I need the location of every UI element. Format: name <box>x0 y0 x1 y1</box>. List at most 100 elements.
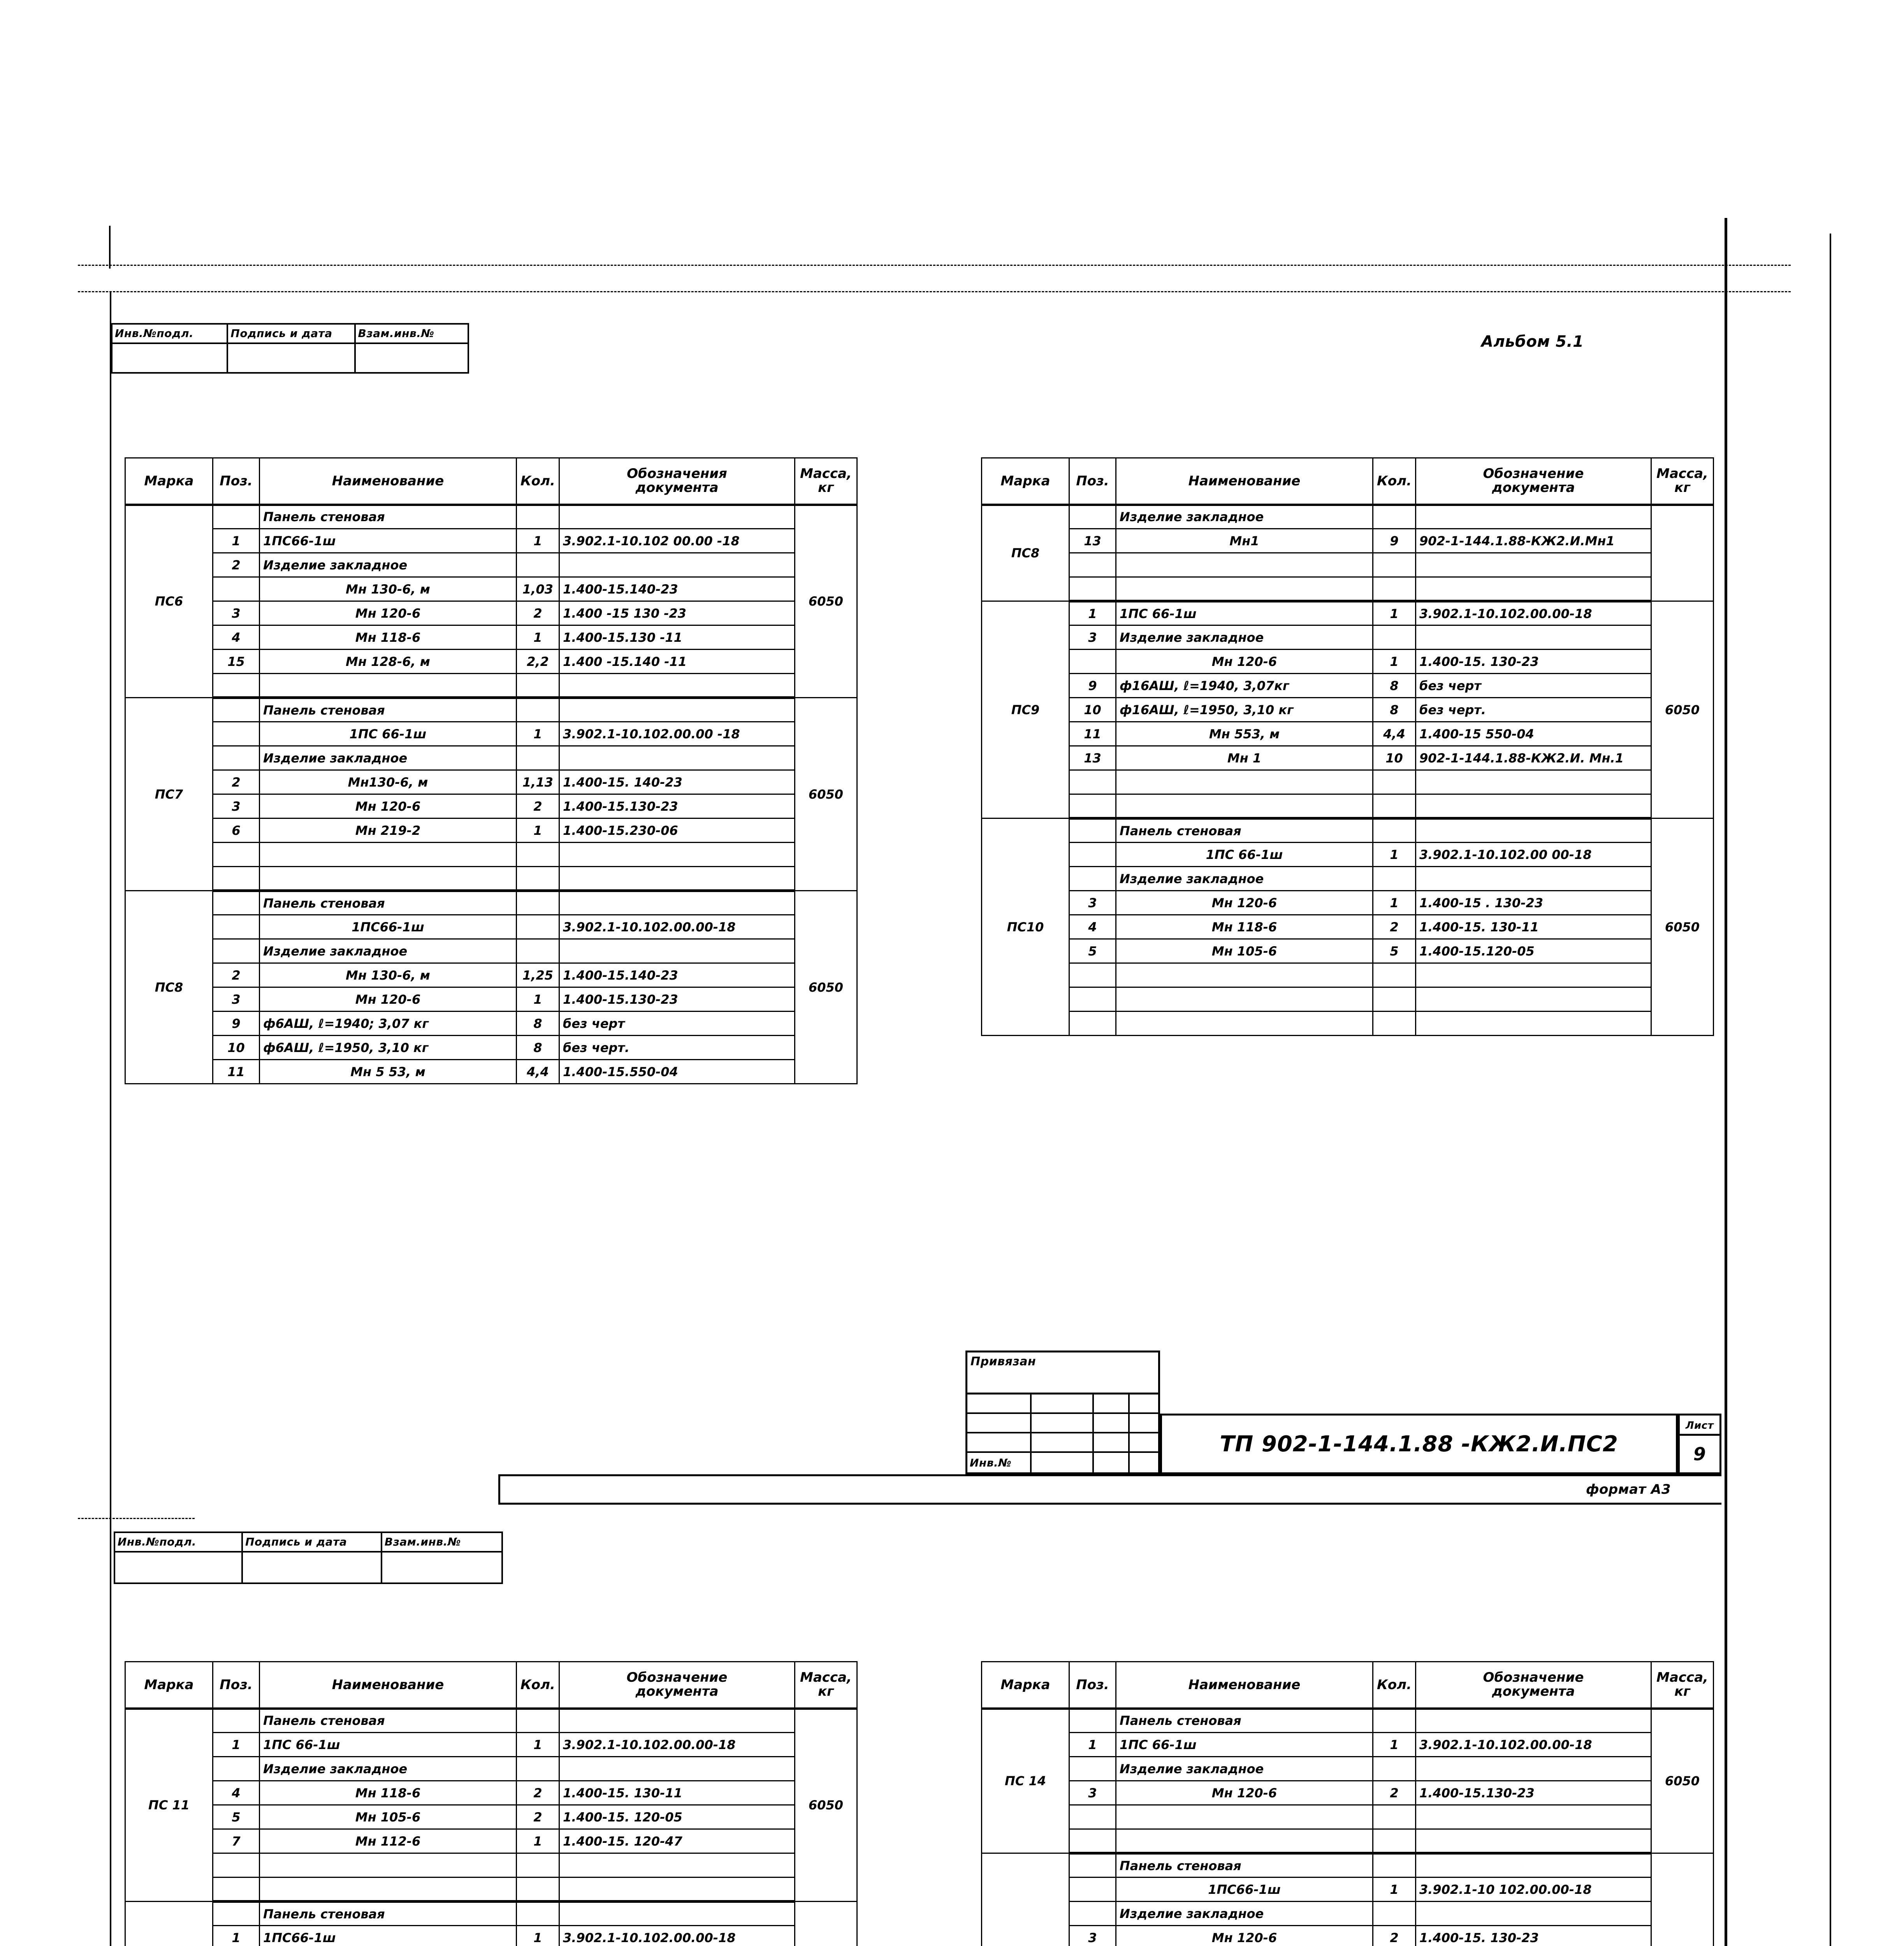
table-row: 3 Мн 120-6 2 1.400-15.130-23 <box>125 794 857 819</box>
th-name: Наименование <box>259 1661 517 1710</box>
stamp-cell[interactable] <box>1130 1453 1159 1472</box>
cell-doc <box>1415 769 1652 795</box>
vzam-inv-cell: Взам.инв.№ <box>355 325 468 372</box>
stamp-cell[interactable] <box>967 1395 1032 1414</box>
vzam-inv-value[interactable] <box>382 1553 501 1582</box>
cell-poz <box>212 576 260 602</box>
cell-marka: ПС10 <box>981 818 1070 1036</box>
podpis-data-value[interactable] <box>243 1553 381 1582</box>
inv-podl-value[interactable] <box>113 344 227 372</box>
cell-name: Мн 1 <box>1115 745 1373 771</box>
table-row: 6 Мн 219-2 1 1.400-15.230-06 <box>125 818 857 843</box>
cell-kol: 1 <box>1372 842 1416 867</box>
cell-kol <box>1372 794 1416 820</box>
stamp-cell[interactable] <box>1032 1433 1094 1453</box>
stamp-cell[interactable] <box>1129 1433 1158 1453</box>
cell-doc: 3.902.1-10.102.00.00-18 <box>1415 601 1652 626</box>
cell-poz <box>1069 962 1116 988</box>
cell-doc <box>559 1877 795 1903</box>
cell-mass: 6050 <box>794 504 858 698</box>
cell-mass: 6050 <box>794 697 858 891</box>
cell-mass: 6050 <box>1651 601 1714 819</box>
format-label: формат А3 <box>1586 1482 1671 1497</box>
table-row: 2 Мн130-6, м 1,13 1.400-15. 140-23 <box>125 769 857 795</box>
cell-doc: 1.400-15.130-23 <box>559 987 795 1012</box>
cell-poz: 1 <box>212 1732 260 1757</box>
stamp-cell[interactable] <box>1094 1433 1130 1453</box>
stamp-cell[interactable] <box>1032 1414 1094 1433</box>
th-mass: Масса, кг <box>794 457 858 506</box>
vzam-inv-label: Взам.инв.№ <box>355 325 468 344</box>
cell-doc <box>1415 504 1652 529</box>
cell-poz: 2 <box>212 962 260 988</box>
cell-kol <box>516 1708 560 1733</box>
table-row: ПС 15 Панель стеновая 6050 <box>981 1853 1714 1946</box>
title-block-sheet9: Привязан Инв.№ ТП 902-1-144 <box>498 1351 1728 1506</box>
list-label: Лист <box>1680 1416 1719 1436</box>
cell-kol: 9 <box>1372 528 1416 553</box>
cell-doc <box>559 1853 795 1878</box>
cell-doc: 1.400-15. 130-23 <box>1415 649 1652 674</box>
vzam-inv-value[interactable] <box>356 344 468 372</box>
cell-poz: 10 <box>212 1035 260 1060</box>
cell-poz: 11 <box>212 1059 260 1084</box>
cell-name: Мн 120-6 <box>1115 649 1373 674</box>
inv-no-label: Инв.№ <box>967 1453 1032 1472</box>
cell-poz <box>1069 552 1116 578</box>
cell-kol <box>1372 1011 1416 1036</box>
cell-kol <box>1372 504 1416 529</box>
table-row <box>982 794 1714 820</box>
stamp-cell[interactable] <box>967 1414 1032 1433</box>
table-row: 15 Мн 128-6, м 2,2 1.400 -15.140 -11 <box>125 649 857 674</box>
spec-body: ПС 14 Панель стеновая 6050 1 1ПС 66-1ш 1 3.902… <box>981 1708 1714 1946</box>
inv-podl-value[interactable] <box>115 1553 241 1582</box>
cell-poz: 1 <box>212 528 260 553</box>
cell-kol: 1 <box>1372 1732 1416 1757</box>
cell-poz <box>1069 1756 1116 1781</box>
th-marka: Марка <box>981 1661 1070 1710</box>
cell-kol <box>1372 1853 1416 1878</box>
th-mass-line1: Масса, <box>800 1670 852 1686</box>
cell-name: Мн 105-6 <box>259 1804 517 1830</box>
stamp-cell[interactable] <box>1032 1453 1094 1472</box>
cell-doc <box>1415 866 1652 891</box>
cell-doc: 1.400-15.120-05 <box>1415 938 1652 964</box>
inv-podl-cell: Инв.№подл. <box>115 1533 243 1582</box>
cell-doc <box>1415 552 1652 578</box>
cell-kol <box>516 552 560 578</box>
th-doc-line1: Обозначение <box>1483 1670 1584 1686</box>
cell-poz <box>212 1708 260 1733</box>
cell-name <box>259 673 517 699</box>
th-doc-line2: документа <box>635 1683 719 1699</box>
cell-poz: 2 <box>212 552 260 578</box>
cell-doc <box>1415 625 1652 650</box>
spec-body: ПС6 Панель стеновая 6050 1 1ПС66-1ш 1 3.902.1-… <box>125 504 858 1084</box>
cell-kol <box>1372 576 1416 602</box>
doc-code: ТП 902-1-144.1.88 -КЖ2.И.ПС2 <box>1220 1431 1618 1457</box>
podpis-data-value[interactable] <box>228 344 354 372</box>
cell-name <box>1115 1011 1373 1036</box>
cell-kol <box>1372 818 1416 843</box>
table-row: ПС 14 Панель стеновая 6050 <box>981 1708 1714 1854</box>
stamp-cell[interactable] <box>1032 1395 1094 1414</box>
cell-poz: 7 <box>212 1828 260 1854</box>
cell-poz <box>1069 842 1116 867</box>
cell-doc: 1.400 -15 130 -23 <box>559 601 795 626</box>
stamp-cell[interactable] <box>967 1433 1032 1453</box>
cell-doc <box>559 1901 795 1926</box>
stamp-cell[interactable] <box>1094 1453 1130 1472</box>
table-row: ПС8 Изделие закладное <box>981 504 1714 602</box>
cell-kol: 8 <box>1372 697 1416 722</box>
cell-name: Мн1 <box>1115 528 1373 553</box>
stamp-cell[interactable] <box>1129 1395 1158 1414</box>
cell-name: Мн 553, м <box>1115 721 1373 746</box>
stamp-cell[interactable] <box>1094 1414 1130 1433</box>
table-row: 13 Мн1 9 902-1-144.1.88-КЖ2.И.Мн1 <box>982 528 1714 553</box>
cell-poz <box>1069 866 1116 891</box>
cell-kol <box>1372 987 1416 1012</box>
stamp-cell[interactable] <box>1129 1414 1158 1433</box>
cell-doc: 3.902.1-10.102.00.00 -18 <box>559 721 795 746</box>
cell-doc: 1.400-15.230-06 <box>559 818 795 843</box>
cell-name: Панель стеновая <box>259 697 517 722</box>
stamp-cell[interactable] <box>1094 1395 1130 1414</box>
